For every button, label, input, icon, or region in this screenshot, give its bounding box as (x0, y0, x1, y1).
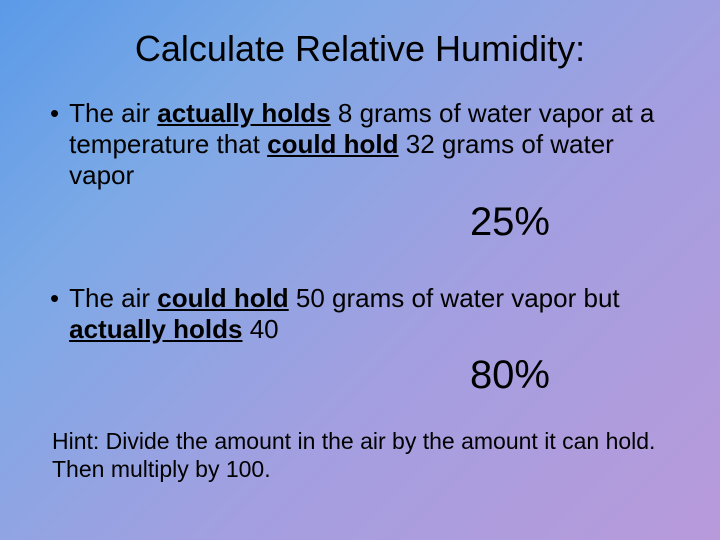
slide-title: Calculate Relative Humidity: (40, 28, 680, 70)
bullet-marker: • (50, 98, 59, 129)
b2-mid: 50 grams of water vapor but (289, 283, 620, 313)
bullet-1: • The air actually holds 8 grams of wate… (48, 98, 680, 192)
answer-1: 25% (40, 200, 680, 245)
b2-post: 40 (243, 314, 279, 344)
b1-emph2: could hold (267, 129, 398, 159)
answer-2: 80% (40, 353, 680, 398)
bullet-marker: • (50, 283, 59, 314)
hint-text: Hint: Divide the amount in the air by th… (52, 428, 680, 483)
bullet-text-1: The air actually holds 8 grams of water … (69, 98, 680, 192)
b1-pre: The air (69, 98, 157, 128)
bullet-text-2: The air could hold 50 grams of water vap… (69, 283, 680, 345)
b2-pre: The air (69, 283, 157, 313)
b1-emph1: actually holds (157, 98, 330, 128)
b2-emph1: could hold (157, 283, 288, 313)
bullet-2: • The air could hold 50 grams of water v… (48, 283, 680, 345)
b2-emph2: actually holds (69, 314, 242, 344)
